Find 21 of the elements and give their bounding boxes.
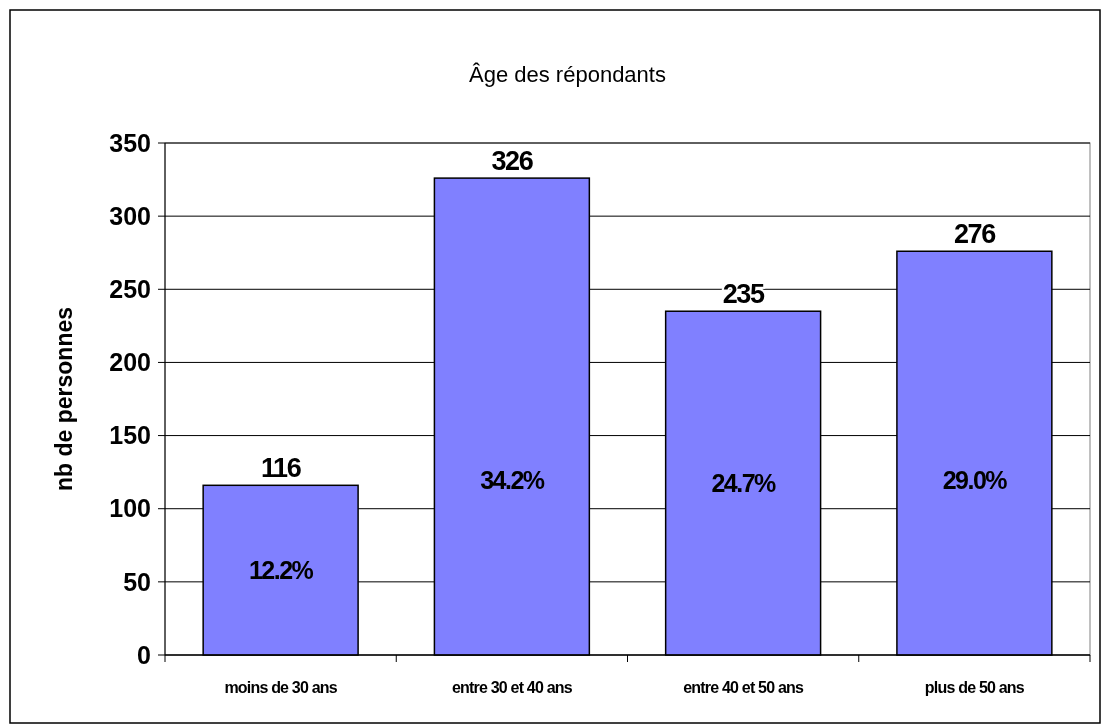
y-tick-label: 300 [109, 201, 151, 230]
x-tick-label: entre 30 et 40 ans [451, 679, 573, 696]
y-tick-label: 100 [109, 494, 151, 523]
x-tick-label: moins de 30 ans [224, 679, 338, 696]
chart-title: Âge des répondants [469, 62, 666, 87]
annotation: 12.2% [248, 555, 314, 584]
y-tick-label: 350 [109, 128, 151, 157]
y-tick-label: 50 [123, 567, 151, 596]
y-tick-label: 200 [109, 348, 151, 377]
y-axis-title: nb de personnes [51, 306, 77, 492]
data-label: 116 [261, 453, 302, 484]
annotation: 34.2% [480, 465, 545, 494]
data-label: 326 [491, 146, 534, 177]
annotation: 24.7% [711, 468, 777, 497]
annotation: 29.0% [942, 465, 1008, 494]
x-tick-label: plus de 50 ans [924, 679, 1025, 696]
y-tick-label: 0 [137, 640, 151, 669]
data-label: 276 [954, 219, 997, 250]
y-tick-label: 150 [109, 421, 151, 450]
y-tick-label: 250 [109, 275, 151, 304]
x-tick-label: entre 40 et 50 ans [683, 679, 804, 696]
